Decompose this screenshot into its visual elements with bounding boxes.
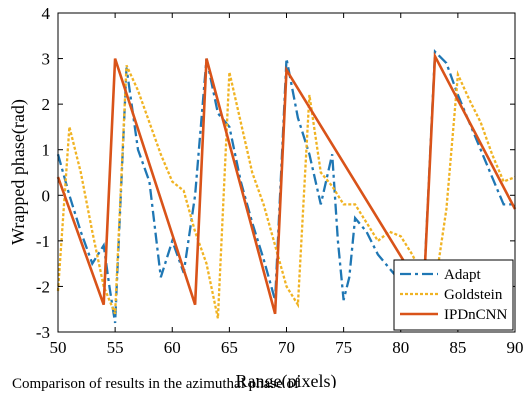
x-tick-label: 65 — [221, 338, 238, 357]
x-tick-label: 85 — [449, 338, 466, 357]
legend-label-adapt: Adapt — [444, 267, 481, 283]
series-line-ipdncnn — [56, 51, 517, 315]
y-tick-label: 0 — [42, 186, 51, 205]
x-tick-label: 60 — [164, 338, 181, 357]
legend-label-ipdncnn: IPDnCNN — [444, 307, 508, 323]
x-tick-label: 90 — [507, 338, 524, 357]
y-tick-label: 4 — [42, 4, 51, 23]
legend: Adapt Goldstein IPDnCNN — [393, 259, 514, 331]
x-tick-label: 70 — [278, 338, 295, 357]
x-axis-label: Range(pixels) — [236, 371, 337, 388]
figure-caption-fragment: Comparison of results in the azimuthal p… — [12, 376, 300, 392]
y-tick-label: 1 — [42, 141, 51, 160]
y-tick-label: 2 — [42, 95, 51, 114]
series-line-goldstein — [56, 64, 516, 319]
y-tick-label: -1 — [36, 232, 50, 251]
x-tick-label: 50 — [50, 338, 67, 357]
y-tick-label: -2 — [36, 277, 50, 296]
x-tick-label: 75 — [335, 338, 352, 357]
series-layer — [56, 49, 517, 324]
legend-box — [393, 259, 514, 331]
legend-label-goldstein: Goldstein — [444, 287, 503, 303]
y-axis-label: Wrapped phase(rad) — [8, 99, 29, 245]
y-tick-label: 3 — [42, 50, 51, 69]
x-tick-label: 55 — [107, 338, 124, 357]
x-tick-label: 80 — [392, 338, 409, 357]
axes-layer: 50 55 60 65 70 75 80 85 90 -3 -2 -1 0 1 2 3 4 — [36, 4, 524, 357]
y-tick-label: -3 — [36, 323, 50, 342]
